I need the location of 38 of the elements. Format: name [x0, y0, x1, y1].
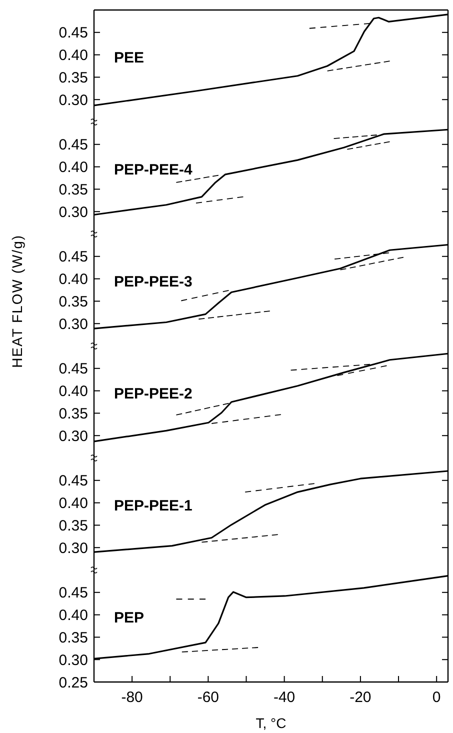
- legend-label: PEP: [114, 610, 144, 627]
- x-tick-label: -40: [273, 689, 296, 706]
- y-tick-label: 0.40: [58, 383, 88, 400]
- y-tick-label: 0.35: [58, 69, 88, 86]
- y-tick-label: 0.30: [58, 204, 88, 221]
- y-tick-label: 0.45: [58, 472, 88, 490]
- y-tick-label: 0.30: [58, 428, 88, 445]
- y-tick-label: 0.45: [58, 248, 88, 266]
- y-tick-label: 0.40: [58, 47, 88, 64]
- series-label: PEP-PEE-2: [114, 386, 192, 403]
- y-axis-title: HEAT FLOW (W/g): [9, 234, 25, 368]
- y-tick-label: 0.40: [58, 495, 88, 512]
- y-tick-label: 0.45: [58, 136, 88, 154]
- y-tick-label: 0.30: [58, 540, 88, 557]
- y-tick-label: 0.35: [58, 181, 88, 198]
- y-tick-label: 0.30: [58, 652, 88, 669]
- x-tick-label: 0: [432, 689, 441, 706]
- x-axis-title: T, °C: [256, 715, 286, 731]
- x-tick-label: -20: [350, 689, 372, 706]
- y-tick-label: 0.40: [58, 159, 88, 176]
- series-label: PEP-PEE-3: [114, 274, 192, 291]
- y-tick-label: 0.45: [58, 24, 88, 42]
- y-tick-label: 0.40: [58, 607, 88, 624]
- series-label: PEP-PEE-1: [114, 498, 192, 515]
- text: PEE: [114, 50, 144, 67]
- y-tick-label: 0.25: [58, 674, 88, 692]
- y-tick-label: 0.40: [58, 271, 88, 288]
- y-tick-label: 0.35: [58, 517, 88, 534]
- y-tick-label: 0.45: [58, 584, 88, 602]
- series-label: PEP-PEE-4: [114, 162, 194, 179]
- x-tick-label: -80: [121, 689, 143, 706]
- x-tick-label: -60: [197, 689, 220, 706]
- y-tick-label: 0.30: [58, 92, 88, 109]
- y-tick-label: 0.35: [58, 629, 88, 646]
- y-tick-label: 0.45: [58, 360, 88, 378]
- y-tick-label: 0.35: [58, 405, 88, 422]
- y-tick-label: 0.30: [58, 316, 88, 333]
- y-tick-label: 0.35: [58, 293, 88, 310]
